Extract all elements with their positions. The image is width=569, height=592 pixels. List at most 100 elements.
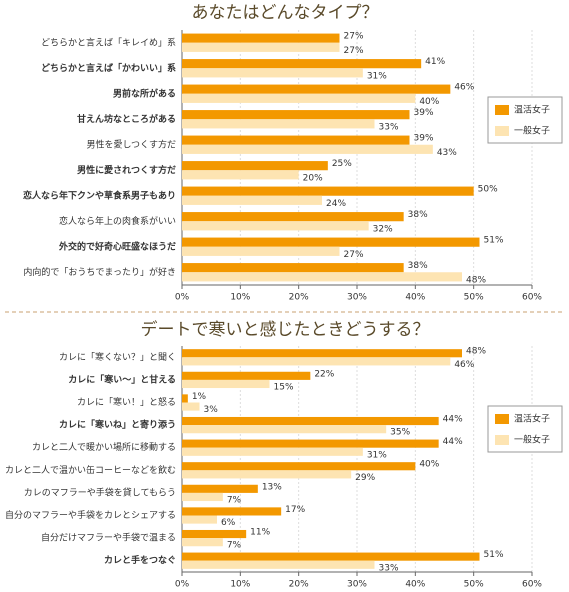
value-label: 29% bbox=[355, 473, 375, 483]
bar bbox=[182, 195, 322, 205]
bar bbox=[182, 68, 363, 78]
y-tick-label: 自分だけマフラーや手袋で温まる bbox=[41, 532, 176, 544]
bar bbox=[182, 119, 375, 129]
bar bbox=[182, 272, 462, 282]
value-label: 20% bbox=[303, 173, 323, 183]
bar bbox=[182, 263, 404, 273]
x-tick-label: 40% bbox=[405, 293, 425, 303]
legend-swatch bbox=[495, 414, 509, 424]
x-tick-label: 10% bbox=[230, 580, 250, 590]
x-tick-label: 10% bbox=[230, 293, 250, 303]
value-label: 27% bbox=[344, 32, 364, 42]
value-label: 38% bbox=[408, 210, 428, 220]
x-tick-label: 50% bbox=[464, 293, 484, 303]
value-label: 27% bbox=[344, 250, 364, 260]
legend-label: 一般女子 bbox=[514, 434, 550, 446]
bar bbox=[182, 135, 410, 145]
y-tick-label: カレと二人で温かい缶コーヒーなどを飲む bbox=[5, 464, 176, 476]
value-label: 1% bbox=[192, 392, 207, 402]
y-tick-label: 自分のマフラーや手袋をカレとシェアする bbox=[5, 509, 176, 521]
bar bbox=[182, 144, 433, 154]
x-tick-label: 60% bbox=[522, 293, 542, 303]
x-tick-label: 50% bbox=[464, 580, 484, 590]
bar bbox=[182, 492, 223, 502]
legend-swatch bbox=[495, 126, 509, 136]
bar bbox=[182, 462, 416, 471]
bar bbox=[182, 110, 410, 120]
y-tick-label: カレに「寒い～」と甘える bbox=[68, 373, 176, 385]
value-label: 48% bbox=[466, 347, 486, 357]
y-tick-label: 外交的で好奇心旺盛なほうだ bbox=[58, 240, 176, 252]
y-tick-label: カレと二人で暖かい場所に移動する bbox=[32, 441, 176, 453]
bar bbox=[182, 42, 340, 52]
value-label: 17% bbox=[285, 505, 305, 515]
y-tick-label: カレに「寒くない？」と聞く bbox=[59, 351, 176, 363]
bar bbox=[182, 447, 363, 456]
legend-label: 温活女子 bbox=[514, 413, 550, 425]
value-label: 46% bbox=[454, 83, 474, 93]
value-label: 43% bbox=[437, 148, 457, 158]
y-tick-label: カレのマフラーや手袋を貸してもらう bbox=[24, 486, 176, 498]
value-label: 24% bbox=[326, 199, 346, 209]
bar bbox=[182, 237, 480, 247]
value-label: 31% bbox=[367, 450, 387, 460]
bar bbox=[182, 484, 258, 493]
y-tick-label: 男前な所がある bbox=[113, 87, 176, 99]
bar bbox=[182, 529, 247, 539]
value-label: 50% bbox=[478, 185, 498, 195]
chart-title: あなたはどんなタイプ？ bbox=[192, 3, 379, 23]
bar bbox=[182, 371, 311, 380]
bar bbox=[182, 212, 404, 222]
value-label: 44% bbox=[443, 437, 463, 447]
bar bbox=[182, 470, 352, 479]
x-tick-label: 0% bbox=[175, 580, 190, 590]
bar bbox=[182, 507, 282, 516]
y-tick-label: 甘えん坊なところがある bbox=[77, 113, 176, 125]
y-tick-label: どちらかと言えば「かわいい」系 bbox=[41, 62, 176, 74]
bar bbox=[182, 560, 375, 569]
x-tick-label: 20% bbox=[289, 580, 309, 590]
value-label: 38% bbox=[408, 261, 428, 271]
y-tick-label: 恋人なら年下クンや草食系男子もあり bbox=[23, 189, 176, 201]
bar bbox=[182, 59, 422, 69]
value-label: 51% bbox=[484, 236, 504, 246]
y-tick-label: 内向的で「おうちでまったり」が好き bbox=[23, 266, 176, 278]
value-label: 39% bbox=[414, 108, 434, 118]
bar bbox=[182, 246, 340, 256]
value-label: 7% bbox=[227, 495, 242, 505]
value-label: 39% bbox=[414, 134, 434, 144]
chart-title: デートで寒いと感じたときどうする？ bbox=[141, 319, 430, 340]
bar bbox=[182, 425, 387, 434]
bar bbox=[182, 394, 188, 403]
bar bbox=[182, 161, 328, 171]
value-label: 40% bbox=[419, 460, 439, 470]
bar bbox=[182, 349, 462, 358]
y-tick-label: 男性に愛されつくす方だ bbox=[77, 164, 176, 176]
bar bbox=[182, 552, 480, 561]
value-label: 33% bbox=[379, 563, 399, 573]
value-label: 32% bbox=[373, 224, 393, 234]
y-tick-label: 恋人なら年上の肉食系がいい bbox=[59, 215, 176, 227]
value-label: 6% bbox=[221, 518, 236, 528]
value-label: 27% bbox=[344, 46, 364, 56]
bar bbox=[182, 538, 223, 547]
value-label: 13% bbox=[262, 482, 282, 492]
value-label: 35% bbox=[390, 428, 410, 438]
bar bbox=[182, 515, 217, 524]
x-tick-label: 0% bbox=[175, 293, 190, 303]
y-tick-label: カレと手をつなぐ bbox=[104, 554, 176, 566]
value-label: 11% bbox=[250, 528, 270, 538]
value-label: 44% bbox=[443, 415, 463, 425]
value-label: 41% bbox=[425, 57, 445, 67]
bar bbox=[182, 379, 270, 389]
value-label: 46% bbox=[454, 360, 474, 370]
bar bbox=[182, 416, 439, 426]
y-tick-label: カレに「寒い！」と怒る bbox=[77, 396, 176, 408]
legend-swatch bbox=[495, 435, 509, 445]
legend-label: 一般女子 bbox=[514, 125, 550, 137]
bar bbox=[182, 357, 451, 366]
bar bbox=[182, 186, 474, 196]
bar bbox=[182, 402, 200, 411]
value-label: 7% bbox=[227, 541, 242, 551]
